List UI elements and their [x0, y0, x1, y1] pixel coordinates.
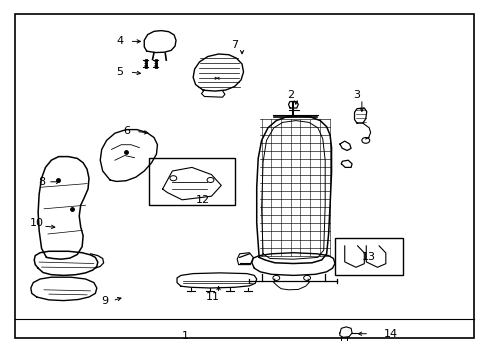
Text: 3: 3 — [353, 90, 360, 100]
Text: 10: 10 — [30, 218, 43, 228]
Text: 7: 7 — [231, 40, 238, 50]
Text: 6: 6 — [123, 126, 130, 136]
Bar — [334, 238, 403, 275]
Text: 11: 11 — [205, 292, 219, 302]
Text: 8: 8 — [38, 177, 45, 187]
Text: 1: 1 — [182, 330, 189, 341]
Text: 12: 12 — [196, 195, 209, 205]
Bar — [149, 158, 234, 205]
Text: 9: 9 — [102, 296, 108, 306]
Text: 5: 5 — [116, 67, 123, 77]
Text: 2: 2 — [287, 90, 294, 100]
Text: 4: 4 — [116, 36, 123, 46]
Text: 13: 13 — [362, 252, 375, 262]
Text: 14: 14 — [384, 329, 397, 339]
